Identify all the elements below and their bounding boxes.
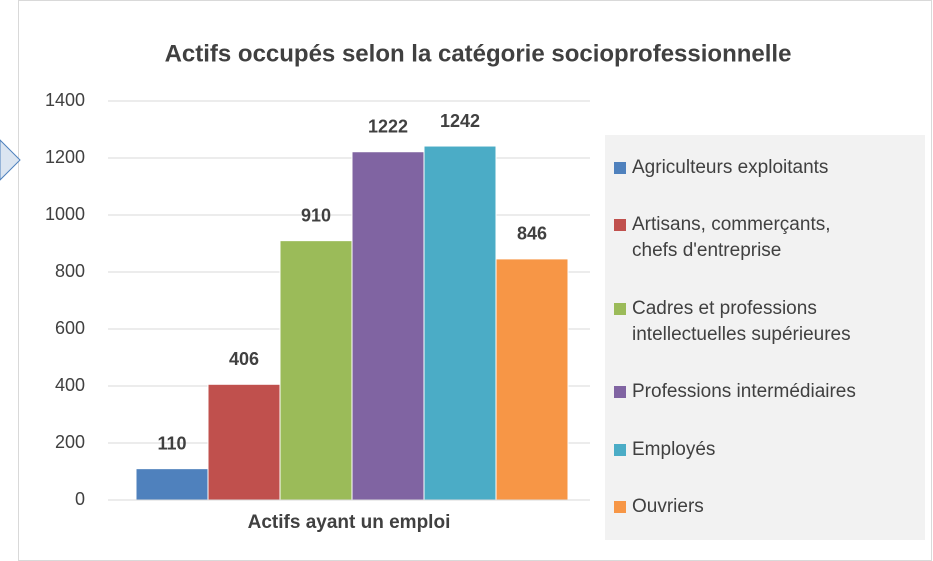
legend-item: Employés (605, 437, 925, 463)
legend-swatch (614, 219, 626, 232)
bar (207, 383, 281, 501)
data-label: 406 (229, 349, 259, 369)
bar (351, 151, 425, 501)
legend-label: Cadres et professions intellectuelles su… (632, 297, 851, 345)
decoration (0, 139, 21, 181)
legend-label: Employés (632, 438, 716, 460)
x-tick-label: Actifs ayant un emploi (248, 512, 451, 533)
y-tick-label: 1000 (45, 204, 85, 224)
y-tick-label: 200 (55, 432, 85, 452)
y-tick-label: 1200 (45, 147, 85, 167)
y-tick-label: 1400 (45, 90, 85, 110)
data-label: 846 (517, 224, 547, 244)
bar (279, 240, 353, 501)
legend-label: Ouvriers (632, 496, 704, 518)
bar (135, 468, 209, 501)
legend-label: Agriculteurs exploitants (632, 156, 829, 178)
legend-item: Agriculteurs exploitants (605, 155, 925, 181)
bar (423, 145, 497, 501)
legend-label: Artisans, commerçants, chefs d'entrepris… (632, 214, 831, 262)
legend-item: Professions intermédiaires (605, 379, 925, 405)
legend-item: Ouvriers (605, 494, 925, 520)
y-tick-label: 600 (55, 318, 85, 338)
data-label: 1222 (368, 116, 408, 136)
legend-swatch (614, 302, 626, 315)
legend-swatch (614, 386, 626, 399)
y-tick-label: 800 (55, 261, 85, 281)
legend-swatch (614, 501, 626, 514)
legend: Agriculteurs exploitants Artisans, commer… (605, 135, 925, 540)
data-label: 910 (301, 205, 331, 225)
data-label: 1242 (440, 111, 480, 131)
bar (495, 258, 569, 501)
legend-swatch (614, 161, 626, 174)
legend-label: Professions intermédiaires (632, 381, 856, 403)
y-tick-label: 400 (55, 375, 85, 395)
chart-title: Actifs occupés selon la catégorie sociop… (165, 40, 792, 67)
legend-item: Cadres et professions intellectuelles su… (605, 296, 925, 348)
legend-item: Artisans, commerçants, chefs d'entrepris… (605, 212, 925, 264)
legend-swatch (614, 443, 626, 456)
data-label: 110 (157, 433, 186, 453)
y-tick-label: 0 (75, 489, 85, 509)
